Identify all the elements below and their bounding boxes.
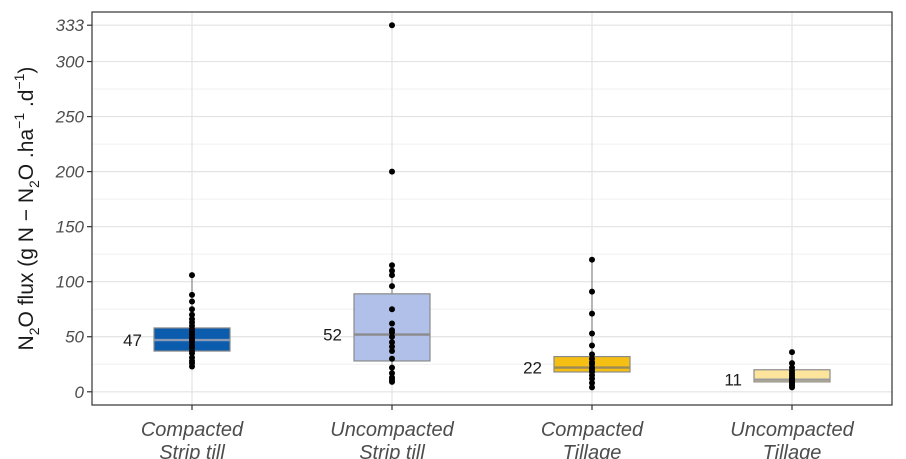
data-point: [389, 320, 395, 327]
data-point: [389, 364, 395, 371]
y-tick-label: 150: [56, 218, 85, 237]
data-point: [189, 306, 195, 313]
y-axis-title-part: N: [15, 335, 38, 350]
data-point: [389, 339, 395, 346]
data-point: [389, 343, 395, 350]
data-point: [589, 330, 595, 337]
y-tick-label: 300: [56, 53, 85, 72]
x-tick-label: Uncompacted: [330, 419, 454, 441]
y-axis-title-part: 2: [26, 327, 42, 335]
data-point: [189, 311, 195, 318]
x-tick-label: Compacted: [541, 419, 644, 441]
data-point: [389, 267, 395, 274]
y-axis-title-part: O .ha: [15, 129, 38, 181]
y-axis-title-part: O flux (g N − N: [15, 188, 38, 327]
data-point: [589, 288, 595, 295]
y-tick-label: 100: [56, 273, 85, 292]
data-point: [589, 351, 595, 358]
data-point: [389, 333, 395, 340]
data-point: [589, 310, 595, 317]
y-axis-title-part: .d: [15, 90, 38, 113]
data-point: [789, 384, 795, 391]
y-tick-label: 50: [65, 328, 84, 347]
data-point: [389, 262, 395, 269]
median-label: 52: [323, 326, 342, 345]
median-label: 47: [123, 331, 142, 350]
y-axis-title: N2O flux (g N − N2O .ha−1 .d−1): [11, 67, 42, 351]
x-tick-label: Tillage: [563, 442, 622, 459]
y-tick-label: 200: [55, 163, 85, 182]
y-axis-title-part: 2: [26, 180, 42, 188]
x-tick-label: Uncompacted: [730, 419, 854, 441]
y-tick-label: 333: [56, 16, 85, 35]
y-axis-title-part: −1: [11, 73, 27, 89]
data-point: [389, 378, 395, 385]
data-point: [389, 22, 395, 29]
data-point: [189, 350, 195, 357]
x-tick-label: Tillage: [763, 442, 822, 459]
data-point: [789, 360, 795, 367]
median-label: 22: [523, 359, 542, 378]
y-tick-label: 0: [75, 383, 85, 402]
data-point: [389, 283, 395, 290]
data-point: [189, 363, 195, 370]
y-axis: 0 50 100 150 200 250 300 333: [55, 16, 92, 402]
data-point: [789, 349, 795, 356]
box-group: 47: [123, 272, 231, 370]
y-tick-label: 250: [55, 108, 85, 127]
data-point: [389, 348, 395, 355]
data-point: [189, 298, 195, 305]
data-point: [589, 384, 595, 391]
box-group: 11: [724, 349, 831, 391]
panel-border: [91, 11, 893, 406]
data-point: [389, 329, 395, 336]
boxes: 47 52 22 11: [123, 22, 831, 391]
data-point: [589, 342, 595, 349]
data-point: [389, 168, 395, 175]
data-point: [389, 370, 395, 377]
x-tick-label: Strip till: [359, 442, 425, 459]
data-point: [589, 379, 595, 386]
data-point: [589, 256, 595, 263]
data-point: [589, 375, 595, 382]
data-point: [389, 272, 395, 279]
median-label: 11: [724, 371, 742, 390]
y-axis-title-part: ): [15, 67, 38, 74]
box-group: 22: [523, 256, 631, 391]
x-tick-label: Compacted: [141, 419, 244, 441]
x-tick-label: Strip till: [159, 442, 225, 459]
data-point: [389, 355, 395, 362]
data-point: [389, 306, 395, 313]
data-point: [189, 272, 195, 279]
data-point: [189, 291, 195, 298]
y-axis-title-part: −1: [11, 113, 27, 129]
box-group: 52: [323, 22, 431, 385]
